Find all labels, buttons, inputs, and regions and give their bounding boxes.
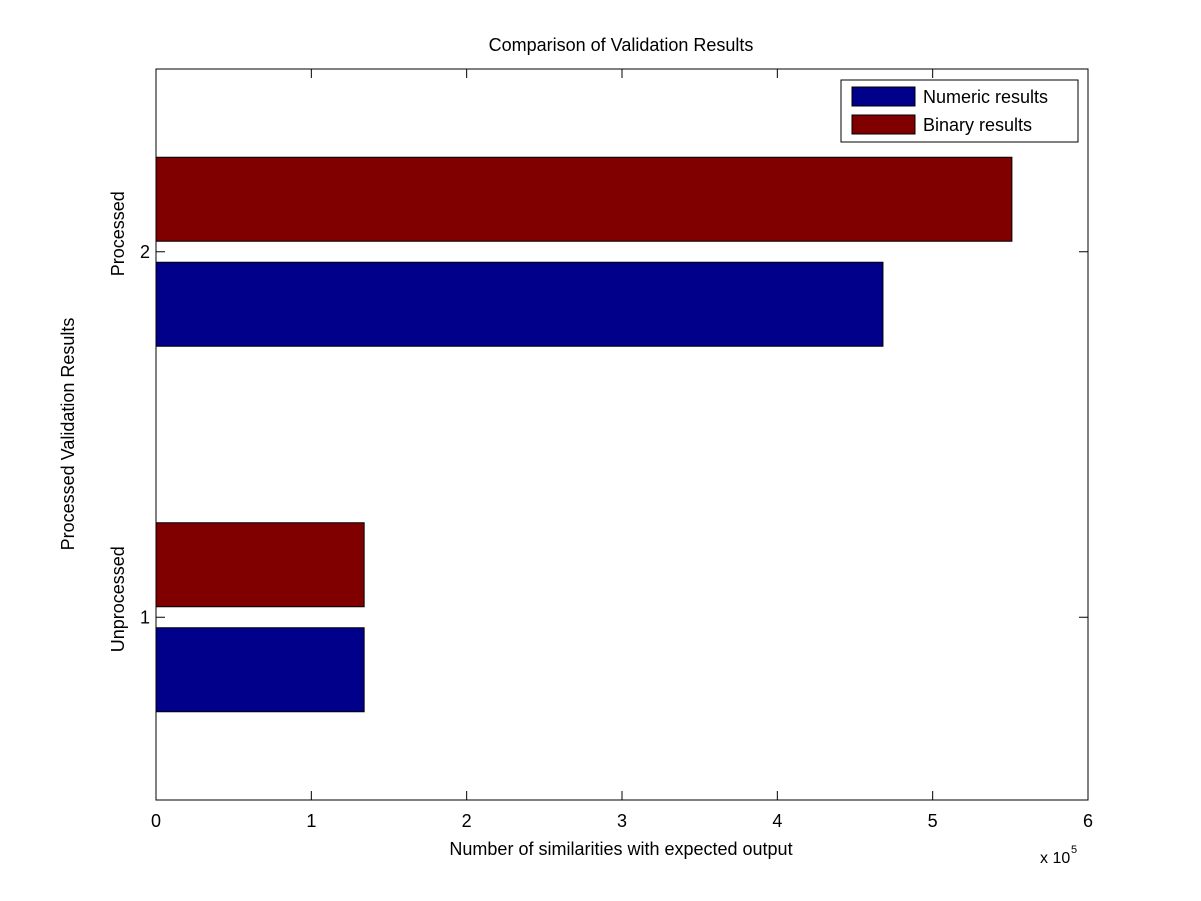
y-tick-label: 1 bbox=[140, 607, 150, 627]
y-category-label: Unprocessed bbox=[108, 546, 128, 652]
bars-group bbox=[155, 156, 1013, 713]
legend-swatch bbox=[851, 114, 916, 135]
bar-binary-results-unprocessed bbox=[155, 522, 365, 608]
x-tick-label: 3 bbox=[617, 811, 627, 831]
y-axis: 1 Unprocessed 2 Processed bbox=[108, 191, 1088, 652]
bar-numeric-results-processed bbox=[155, 261, 884, 347]
x-tick-label: 5 bbox=[928, 811, 938, 831]
chart-title: Comparison of Validation Results bbox=[489, 35, 754, 55]
x-tick-label: 0 bbox=[151, 811, 161, 831]
y-tick-label: 2 bbox=[140, 242, 150, 262]
y-axis-label: Processed Validation Results bbox=[58, 318, 78, 551]
x-multiplier: x 10 5 bbox=[1040, 844, 1077, 867]
legend-label: Binary results bbox=[923, 115, 1032, 135]
x-tick-label: 6 bbox=[1083, 811, 1093, 831]
bar-numeric-results-unprocessed bbox=[155, 627, 365, 713]
y-category-label: Processed bbox=[108, 191, 128, 276]
x-axis: 0 1 2 3 4 5 6 bbox=[151, 69, 1093, 831]
x-tick-label: 1 bbox=[306, 811, 316, 831]
legend-swatch bbox=[851, 86, 916, 107]
legend: Numeric results Binary results bbox=[840, 79, 1079, 143]
bar-binary-results-processed bbox=[155, 156, 1013, 242]
x-tick-label: 4 bbox=[772, 811, 782, 831]
x-multiplier-base: x 10 bbox=[1040, 850, 1070, 867]
x-axis-label: Number of similarities with expected out… bbox=[449, 839, 792, 859]
legend-label: Numeric results bbox=[923, 87, 1048, 107]
x-multiplier-exponent: 5 bbox=[1071, 844, 1077, 856]
x-tick-label: 2 bbox=[462, 811, 472, 831]
